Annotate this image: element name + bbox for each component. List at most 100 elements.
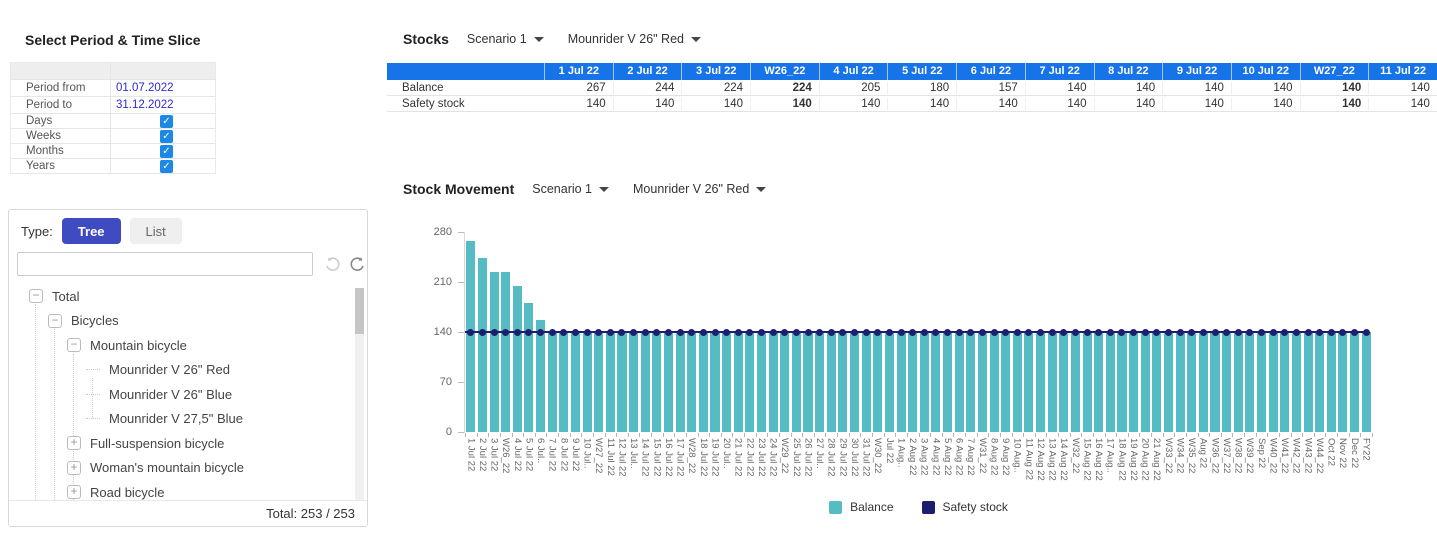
x-axis-label: 14 Aug 22: [1058, 438, 1070, 481]
tree-expander-icon[interactable]: −: [48, 313, 62, 328]
tree-guide-line: [73, 354, 74, 503]
tree-item-woman-s-mountain-bicycle[interactable]: + Woman's mountain bicycle: [9, 456, 353, 481]
tree-expander-icon[interactable]: −: [67, 338, 81, 353]
legend-safety-stock[interactable]: Safety stock: [921, 500, 1008, 514]
checkbox-months[interactable]: ✓: [160, 144, 173, 158]
x-axis-label: 30 Jul 22: [848, 438, 860, 477]
balance-bar: [1163, 332, 1174, 432]
tree-view-button[interactable]: Tree: [61, 218, 121, 244]
x-tick-mark: [790, 433, 792, 437]
tree-item-mounrider-v-27-5-blue[interactable]: Mounrider V 27,5" Blue: [9, 407, 353, 432]
balance-bar: [1001, 332, 1011, 432]
safety-stock-dot: [653, 328, 661, 336]
search-input[interactable]: [17, 252, 313, 276]
movement-product-dropdown[interactable]: Mounrider V 26" Red: [633, 182, 767, 196]
tree-item-bicycles[interactable]: − Bicycles: [9, 309, 353, 334]
balance-bar: [663, 332, 674, 432]
x-axis-label: 6 Jul..: [535, 438, 547, 464]
tree-item-road-bicycle[interactable]: + Road bicycle: [9, 480, 353, 503]
period-from-value[interactable]: 01.07.2022: [116, 82, 174, 94]
tree-item-mounrider-v-26-red[interactable]: Mounrider V 26" Red: [9, 358, 353, 383]
x-tick-mark: [1185, 433, 1187, 437]
row-label: Safety stock: [402, 97, 465, 110]
balance-bar: [1245, 332, 1255, 432]
period-row-value: ✓: [111, 114, 215, 128]
safety-stock-dot: [978, 328, 986, 336]
safety-stock-dot: [874, 328, 882, 336]
x-tick-mark: [1348, 433, 1350, 437]
safety-stock-dot: [839, 328, 847, 336]
x-tick-mark: [1058, 433, 1060, 437]
tree-item-label: Mounrider V 27,5" Blue: [109, 411, 243, 427]
safety-stock-dot: [1211, 328, 1219, 336]
safety-stock-dot: [1037, 328, 1045, 336]
tree-item-full-suspension-bicycle[interactable]: + Full-suspension bicycle: [9, 431, 353, 456]
period-row-value: ✓: [111, 129, 215, 143]
balance-bar: [710, 332, 720, 432]
safety-stock-dot: [723, 328, 731, 336]
safety-stock-dot: [862, 328, 870, 336]
y-tick-label: 280: [433, 226, 452, 238]
x-tick-mark: [825, 433, 827, 437]
tree-item-total[interactable]: − Total: [9, 284, 353, 309]
safety-stock-dot: [699, 328, 707, 336]
legend-swatch: [921, 500, 935, 514]
x-tick-mark: [1290, 433, 1292, 437]
checkbox-weeks[interactable]: ✓: [160, 129, 173, 143]
x-axis-label: 17 Aug..: [1104, 438, 1116, 473]
x-axis-label: 17 Jul 22: [674, 438, 686, 477]
x-tick-mark: [511, 433, 513, 437]
tree-item-mountain-bicycle[interactable]: − Mountain bicycle: [9, 333, 353, 358]
tree-expander-icon[interactable]: −: [29, 289, 43, 304]
balance-bar: [884, 332, 894, 432]
safety-stock-dot: [1223, 328, 1231, 336]
movement-scenario-dropdown[interactable]: Scenario 1: [532, 182, 610, 196]
tree-expander-icon[interactable]: +: [67, 436, 81, 451]
table-cell: 205: [820, 81, 889, 94]
balance-bar: [1152, 332, 1162, 432]
checkbox-days[interactable]: ✓: [160, 114, 173, 128]
x-axis-label: 1 Jul 22: [465, 438, 477, 472]
x-tick-mark: [1197, 433, 1199, 437]
x-tick-mark: [662, 433, 664, 437]
balance-bar: [989, 332, 999, 432]
x-axis-label: 25 Jul 22: [790, 438, 802, 477]
x-axis-label: 15 Aug 22: [1081, 438, 1093, 481]
column-header: 7 Jul 22: [1025, 63, 1095, 80]
period-to-value[interactable]: 31.12.2022: [116, 99, 174, 111]
safety-stock-dot: [664, 328, 672, 336]
legend-balance[interactable]: Balance: [829, 500, 894, 514]
x-axis-label: Jul 22: [883, 438, 895, 464]
safety-stock-dot: [711, 328, 719, 336]
balance-bar: [1105, 332, 1115, 432]
x-axis-label: W38_22: [1232, 438, 1244, 474]
checkbox-years[interactable]: ✓: [160, 159, 173, 173]
tree-scrollbar[interactable]: [355, 288, 364, 502]
balance-bar: [629, 332, 639, 432]
x-tick-mark: [604, 433, 606, 437]
safety-stock-dot: [537, 328, 545, 336]
x-tick-mark: [1034, 433, 1036, 437]
list-view-button[interactable]: List: [129, 218, 182, 244]
rotate-ccw-icon[interactable]: [324, 256, 341, 273]
x-tick-mark: [569, 433, 571, 437]
x-axis-label: 12 Aug 22: [1034, 438, 1046, 481]
x-axis-label: 28 Jul 22: [825, 438, 837, 477]
tree-item-mounrider-v-26-blue[interactable]: Mounrider V 26" Blue: [9, 382, 353, 407]
safety-stock-dot: [583, 328, 591, 336]
y-tick-label: 210: [433, 276, 452, 288]
tree-scrollbar-thumb[interactable]: [355, 288, 364, 334]
refresh-icon[interactable]: [349, 256, 366, 273]
balance-bar: [536, 319, 546, 432]
balance-bar: [838, 332, 848, 432]
safety-stock-dot: [1095, 328, 1103, 336]
stocks-product-dropdown[interactable]: Mounrider V 26" Red: [568, 32, 701, 46]
safety-stock-dot: [746, 328, 754, 336]
balance-bar: [1222, 332, 1232, 432]
x-axis-label: 23 Jul 22: [755, 438, 767, 477]
column-header: 11 Jul 22: [1369, 63, 1437, 80]
tree-expander-icon[interactable]: +: [67, 485, 81, 500]
tree-expander-icon[interactable]: +: [67, 460, 81, 475]
stocks-scenario-dropdown[interactable]: Scenario 1: [467, 32, 544, 46]
balance-bar: [873, 332, 883, 432]
